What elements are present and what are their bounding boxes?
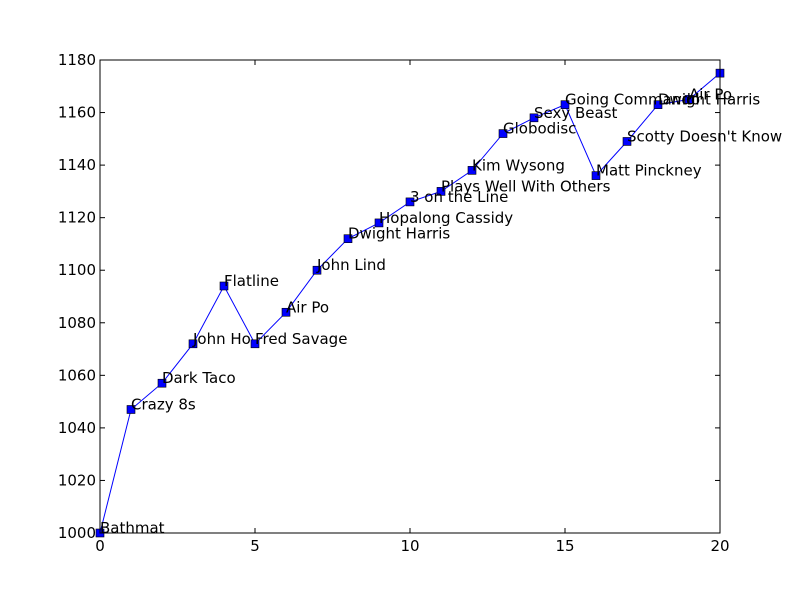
point-label: Hopalong Cassidy [379, 209, 513, 227]
tick-labels: 0 5 10 15 20 1000 1020 1040 1060 1080 1100 1120 1140… [58, 51, 730, 555]
data-point [281, 307, 291, 317]
data-point [622, 137, 632, 146]
point-label: Air Po [286, 298, 329, 316]
x-tick-label: 15 [555, 537, 574, 555]
y-tick-label: 1040 [58, 419, 96, 437]
y-tick-label: 1000 [58, 524, 96, 542]
point-label: Scotty Doesn't Know [627, 127, 782, 145]
data-point [343, 234, 353, 243]
data-point [250, 339, 260, 349]
point-label: Sexy Beast [534, 104, 618, 122]
point-label: Going Commando [565, 91, 700, 109]
data-point [498, 129, 508, 138]
data-point [684, 95, 694, 104]
x-tick-label: 20 [710, 537, 729, 555]
y-tick-label: 1140 [58, 156, 96, 174]
data-point [467, 166, 477, 175]
y-tick-label: 1100 [58, 261, 96, 279]
point-label: Kim Wysong [472, 156, 565, 174]
y-tick-label: 1160 [58, 104, 96, 122]
data-point [219, 281, 229, 291]
data-point [591, 171, 601, 180]
point-label: Dwight Harris [348, 225, 450, 243]
data-point [653, 100, 663, 109]
point-label: 3 on the Line [410, 188, 508, 206]
point-label: Matt Pinckney [596, 162, 702, 180]
data-point [126, 405, 136, 414]
data-point [312, 265, 322, 275]
data-point [374, 218, 384, 228]
point-label: Dark Taco [162, 369, 236, 387]
plot-frame [99, 59, 721, 534]
data-point [157, 378, 167, 388]
data-point [560, 100, 570, 109]
x-tick-label: 10 [400, 537, 419, 555]
point-label: Globodisc [503, 120, 576, 138]
y-tick-label: 1180 [58, 51, 96, 69]
y-tick-label: 1020 [58, 471, 96, 489]
point-label: John Lind [316, 256, 386, 274]
data-point [405, 197, 415, 207]
y-tick-label: 1080 [58, 314, 96, 332]
point-label: Fred Savage [255, 330, 347, 348]
point-label: Air Po [689, 85, 732, 103]
point-label: Crazy 8s [131, 395, 196, 413]
y-tick-label: 1120 [58, 209, 96, 227]
point-label: Dwight Harris [658, 91, 760, 109]
point-label: Bathmat [100, 519, 165, 537]
data-point [529, 113, 539, 123]
y-tick-label: 1060 [58, 366, 96, 384]
point-label: John Ho [192, 330, 251, 348]
x-tick-label: 0 [95, 537, 105, 555]
data-point [188, 339, 198, 349]
data-point [436, 187, 446, 196]
point-label: Plays Well With Others [441, 177, 611, 195]
point-label: Flatline [224, 272, 279, 290]
plot-area [100, 60, 720, 533]
series-markers [95, 68, 725, 538]
x-tick-label: 5 [250, 537, 260, 555]
